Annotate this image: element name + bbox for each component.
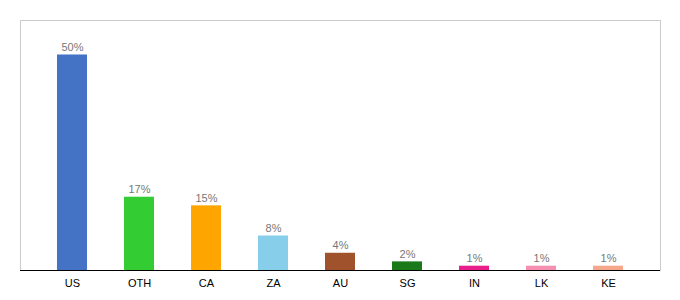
svg-text:IN: IN [469,277,480,289]
svg-text:AU: AU [333,277,348,289]
svg-text:SG: SG [400,277,416,289]
svg-text:17%: 17% [128,183,150,195]
svg-text:50%: 50% [61,41,83,53]
svg-text:1%: 1% [534,252,550,264]
svg-text:OTH: OTH [128,277,151,289]
svg-text:US: US [65,277,80,289]
svg-text:ZA: ZA [266,277,281,289]
svg-text:2%: 2% [400,248,416,260]
svg-text:8%: 8% [266,222,282,234]
svg-text:CA: CA [199,277,215,289]
svg-text:1%: 1% [601,252,617,264]
svg-text:15%: 15% [195,192,217,204]
svg-text:4%: 4% [333,239,349,251]
svg-text:1%: 1% [467,252,483,264]
svg-text:KE: KE [601,277,616,289]
svg-text:LK: LK [535,277,549,289]
